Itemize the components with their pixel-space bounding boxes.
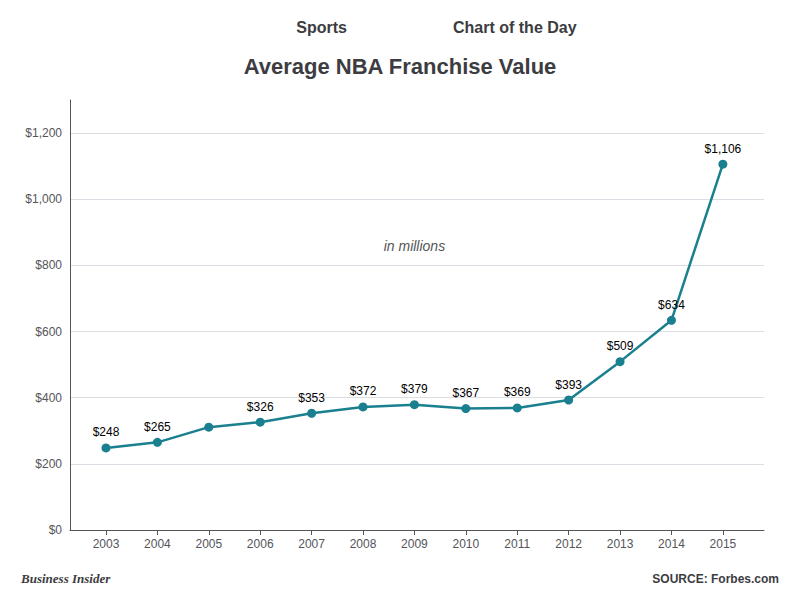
svg-text:2013: 2013 xyxy=(607,537,634,551)
svg-text:2006: 2006 xyxy=(247,537,274,551)
svg-text:$509: $509 xyxy=(607,339,634,353)
svg-text:2007: 2007 xyxy=(298,537,325,551)
svg-text:2012: 2012 xyxy=(555,537,582,551)
svg-text:$248: $248 xyxy=(93,425,120,439)
svg-text:$353: $353 xyxy=(298,391,325,405)
svg-text:Sports: Sports xyxy=(296,19,347,36)
svg-text:$1,200: $1,200 xyxy=(25,126,62,140)
svg-text:$800: $800 xyxy=(35,258,62,272)
svg-text:$367: $367 xyxy=(452,386,479,400)
svg-text:2008: 2008 xyxy=(350,537,377,551)
svg-text:in millions: in millions xyxy=(384,238,445,254)
svg-text:$372: $372 xyxy=(350,384,377,398)
svg-text:2004: 2004 xyxy=(144,537,171,551)
svg-text:$1,000: $1,000 xyxy=(25,192,62,206)
svg-text:SOURCE: Forbes.com: SOURCE: Forbes.com xyxy=(652,572,779,586)
svg-text:Chart of the Day: Chart of the Day xyxy=(453,19,577,36)
svg-text:2003: 2003 xyxy=(93,537,120,551)
svg-text:2015: 2015 xyxy=(710,537,737,551)
svg-text:Average NBA Franchise Value: Average NBA Franchise Value xyxy=(244,54,557,79)
svg-text:Business Insider: Business Insider xyxy=(20,571,111,586)
svg-text:2010: 2010 xyxy=(452,537,479,551)
svg-text:$1,106: $1,106 xyxy=(705,142,742,156)
svg-text:$400: $400 xyxy=(35,391,62,405)
svg-text:$634: $634 xyxy=(658,298,685,312)
svg-text:$200: $200 xyxy=(35,457,62,471)
svg-text:$265: $265 xyxy=(144,420,171,434)
svg-text:2009: 2009 xyxy=(401,537,428,551)
svg-text:2005: 2005 xyxy=(195,537,222,551)
svg-text:2011: 2011 xyxy=(504,537,530,551)
svg-text:$369: $369 xyxy=(504,385,531,399)
svg-text:$379: $379 xyxy=(401,382,428,396)
svg-text:$393: $393 xyxy=(555,378,582,392)
svg-text:$0: $0 xyxy=(49,523,63,537)
svg-text:$600: $600 xyxy=(35,325,62,339)
svg-text:$326: $326 xyxy=(247,400,274,414)
svg-text:2014: 2014 xyxy=(658,537,685,551)
